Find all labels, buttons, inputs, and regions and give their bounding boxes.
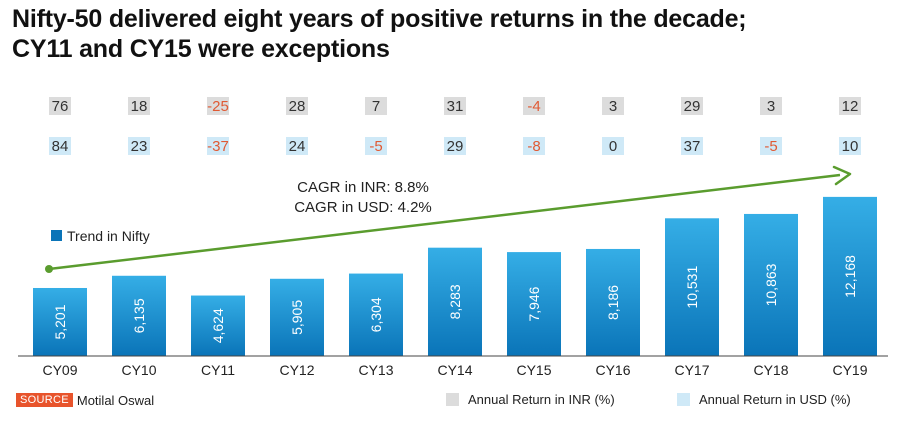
return-inr-value: -4 <box>527 98 540 115</box>
bar <box>586 248 640 356</box>
trend-arrow-start-dot <box>45 265 53 273</box>
category-tick-label: CY14 <box>437 362 472 378</box>
return-usd-value: 0 <box>609 138 617 155</box>
return-usd-value: 37 <box>684 138 701 155</box>
return-inr-value: 3 <box>609 98 617 115</box>
return-inr-box <box>839 97 861 115</box>
category-tick-label: CY19 <box>832 362 867 378</box>
bar-value-label: 6,304 <box>368 297 384 332</box>
bar-value-label: 12,168 <box>842 255 858 298</box>
chart-title: Nifty-50 delivered eight years of positi… <box>12 4 892 64</box>
bar-value-label: 8,186 <box>605 285 621 320</box>
cagr-annotation: CAGR in USD: 4.2% <box>294 199 432 216</box>
return-usd-value: 84 <box>52 138 69 155</box>
return-inr-box <box>128 97 150 115</box>
return-inr-value: 12 <box>842 98 859 115</box>
category-tick-label: CY13 <box>358 362 393 378</box>
bar <box>112 275 166 356</box>
category-tick-label: CY18 <box>753 362 788 378</box>
bar <box>33 287 87 356</box>
return-inr-box <box>760 97 782 115</box>
bar-value-label: 10,531 <box>684 266 700 309</box>
return-inr-box <box>286 97 308 115</box>
title-line-2: CY11 and CY15 were exceptions <box>12 35 390 63</box>
bar <box>428 247 482 356</box>
return-inr-box <box>602 97 624 115</box>
legend-nifty-swatch <box>51 230 62 241</box>
return-inr-value: 28 <box>289 98 306 115</box>
return-usd-value: -8 <box>527 138 540 155</box>
bar <box>507 252 561 356</box>
return-usd-value: -5 <box>369 138 382 155</box>
bar-value-label: 4,624 <box>210 308 226 343</box>
source-tag: SOURCE <box>16 393 73 407</box>
category-tick-label: CY10 <box>121 362 156 378</box>
return-inr-value: 3 <box>767 98 775 115</box>
return-usd-value: 23 <box>131 138 148 155</box>
legend-usd: Annual Return in USD (%) <box>677 392 851 407</box>
return-usd-box <box>49 137 71 155</box>
bar <box>349 273 403 356</box>
cagr-annotation: CAGR in INR: 8.8% <box>297 179 429 196</box>
source-note: SOURCE Motilal Oswal <box>16 392 154 408</box>
return-usd-box <box>444 137 466 155</box>
return-usd-value: 24 <box>289 138 306 155</box>
bar-value-label: 7,946 <box>526 286 542 321</box>
return-usd-value: 10 <box>842 138 859 155</box>
return-inr-value: 76 <box>52 98 69 115</box>
return-inr-box <box>444 97 466 115</box>
return-usd-box <box>207 137 229 155</box>
bar-value-label: 5,905 <box>289 300 305 335</box>
return-usd-value: -5 <box>764 138 777 155</box>
bar <box>270 278 324 356</box>
category-tick-label: CY11 <box>201 362 235 378</box>
trend-arrowhead <box>832 165 852 186</box>
return-inr-box <box>681 97 703 115</box>
trend-arrow-line <box>48 173 841 271</box>
return-inr-value: 29 <box>684 98 701 115</box>
bar <box>191 295 245 356</box>
return-usd-box <box>760 137 782 155</box>
return-inr-box <box>523 97 545 115</box>
return-inr-box <box>365 97 387 115</box>
bar-value-label: 8,283 <box>447 284 463 319</box>
return-usd-box <box>286 137 308 155</box>
bar <box>744 213 798 356</box>
return-inr-value: 18 <box>131 98 148 115</box>
return-inr-value: 31 <box>447 98 464 115</box>
legend-inr: Annual Return in INR (%) <box>446 392 615 407</box>
category-tick-label: CY17 <box>674 362 709 378</box>
bar-value-label: 5,201 <box>52 304 68 339</box>
return-inr-value: 7 <box>372 98 380 115</box>
legend-inr-label: Annual Return in INR (%) <box>468 392 615 407</box>
bar <box>665 218 719 356</box>
category-tick-label: CY16 <box>595 362 630 378</box>
category-tick-label: CY09 <box>42 362 77 378</box>
legend-inr-swatch <box>446 393 459 406</box>
bar-value-label: 10,863 <box>763 263 779 306</box>
return-usd-value: 29 <box>447 138 464 155</box>
legend-usd-swatch <box>677 393 690 406</box>
category-tick-label: CY15 <box>516 362 551 378</box>
return-usd-box <box>365 137 387 155</box>
bar <box>823 196 877 356</box>
return-inr-box <box>207 97 229 115</box>
return-usd-box <box>839 137 861 155</box>
legend-nifty-label: Trend in Nifty <box>67 228 150 244</box>
source-text: Motilal Oswal <box>76 392 155 408</box>
legend-usd-label: Annual Return in USD (%) <box>699 392 851 407</box>
return-inr-value: -25 <box>207 98 229 115</box>
return-usd-value: -37 <box>207 138 229 155</box>
return-usd-box <box>681 137 703 155</box>
bar-value-label: 6,135 <box>131 298 147 333</box>
return-usd-box <box>602 137 624 155</box>
title-line-1: Nifty-50 delivered eight years of positi… <box>12 5 747 33</box>
category-tick-label: CY12 <box>279 362 314 378</box>
return-usd-box <box>128 137 150 155</box>
return-usd-box <box>523 137 545 155</box>
return-inr-box <box>49 97 71 115</box>
